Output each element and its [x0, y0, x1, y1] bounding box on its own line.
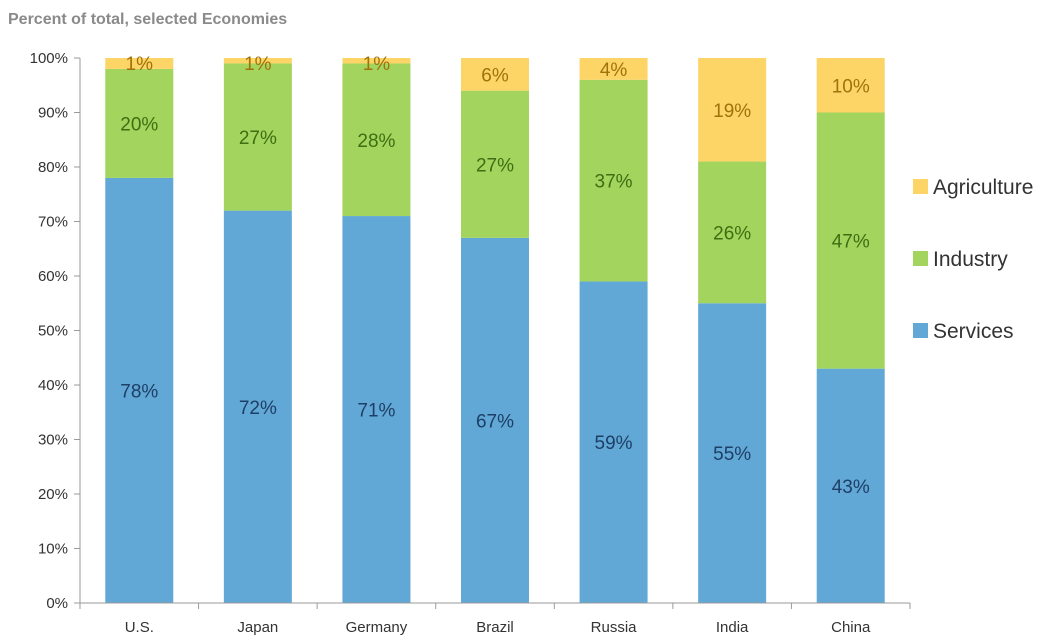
data-label-industry: 26%: [713, 223, 751, 244]
data-label-agriculture: 1%: [126, 54, 154, 75]
data-label-services: 67%: [476, 411, 514, 432]
legend-swatch-services: [913, 323, 928, 338]
data-label-industry: 27%: [476, 155, 514, 176]
data-label-industry: 20%: [120, 114, 158, 135]
bar-segment-industry: [105, 68, 174, 178]
y-tick-label: 0%: [46, 595, 68, 612]
y-tick-label: 80%: [38, 159, 68, 176]
y-tick-label: 30%: [38, 432, 68, 449]
bar-segment-industry: [579, 79, 648, 282]
data-label-services: 55%: [713, 444, 751, 465]
bar-segment-agriculture: [105, 58, 174, 69]
bar-segment-services: [342, 216, 411, 604]
data-label-agriculture: 4%: [600, 60, 628, 81]
legend-label-agriculture: Agriculture: [933, 176, 1033, 199]
data-label-industry: 37%: [595, 172, 633, 193]
bars: 78% 20% 1% 72% 27% 1% 71% 28% 1% 67% 27% 6% 59% 37% 4%…: [105, 54, 885, 604]
legend-swatch-industry: [913, 251, 928, 266]
data-label-agriculture: 6%: [481, 65, 509, 86]
legend-label-services: Services: [933, 320, 1014, 343]
x-tick-label: Brazil: [476, 619, 514, 636]
bar-segment-services: [461, 237, 529, 603]
bar-segment-agriculture: [579, 58, 648, 80]
y-tick-label: 60%: [38, 268, 68, 285]
y-tick-label: 10%: [38, 541, 68, 558]
bar-segment-agriculture: [461, 58, 529, 91]
x-tick-label: Germany: [346, 619, 408, 636]
bar-segment-services: [698, 303, 767, 603]
data-label-industry: 47%: [832, 232, 870, 253]
y-tick-label: 40%: [38, 377, 68, 394]
bar-segment-industry: [816, 112, 885, 369]
data-label-industry: 28%: [357, 131, 395, 152]
bar-segment-agriculture: [816, 58, 885, 113]
x-tick-label: Russia: [591, 619, 638, 636]
x-tick-label: China: [831, 619, 871, 636]
data-label-industry: 27%: [239, 128, 277, 149]
y-tick-label: 100%: [30, 50, 68, 67]
data-label-services: 43%: [832, 477, 870, 498]
data-label-agriculture: 19%: [713, 101, 751, 122]
data-label-agriculture: 1%: [244, 54, 272, 75]
y-tick-label: 20%: [38, 486, 68, 503]
bar-segment-agriculture: [342, 58, 411, 64]
legend: Agriculture Industry Services: [913, 176, 1033, 343]
legend-swatch-agriculture: [913, 179, 928, 194]
chart-subtitle: Percent of total, selected Economies: [8, 11, 287, 28]
bar-segment-industry: [698, 161, 767, 304]
x-tick-label: U.S.: [125, 619, 154, 636]
data-label-services: 72%: [239, 398, 277, 419]
x-axis: U.S. Japan Germany Brazil Russia India China: [79, 602, 911, 636]
data-label-services: 71%: [357, 401, 395, 422]
bar-segment-agriculture: [223, 58, 292, 64]
legend-label-industry: Industry: [933, 248, 1008, 271]
bar-segment-industry: [461, 90, 529, 238]
bar-segment-services: [223, 210, 292, 603]
bar-segment-industry: [342, 63, 411, 217]
y-tick-label: 70%: [38, 214, 68, 231]
bar-segment-agriculture: [698, 58, 767, 162]
data-label-services: 78%: [120, 381, 158, 402]
data-label-agriculture: 1%: [363, 54, 391, 75]
x-tick-label: India: [716, 619, 749, 636]
bar-segment-services: [579, 281, 648, 603]
data-label-services: 59%: [595, 433, 633, 454]
data-label-agriculture: 10%: [832, 76, 870, 97]
y-axis: 0% 10% 20% 30% 40% 50% 60% 70% 80% 90% 100%: [30, 50, 81, 612]
bar-segment-services: [105, 177, 174, 603]
y-tick-label: 50%: [38, 323, 68, 340]
bar-segment-industry: [223, 63, 292, 211]
y-tick-label: 90%: [38, 105, 68, 122]
x-tick-label: Japan: [237, 619, 278, 636]
bar-segment-services: [816, 368, 885, 603]
